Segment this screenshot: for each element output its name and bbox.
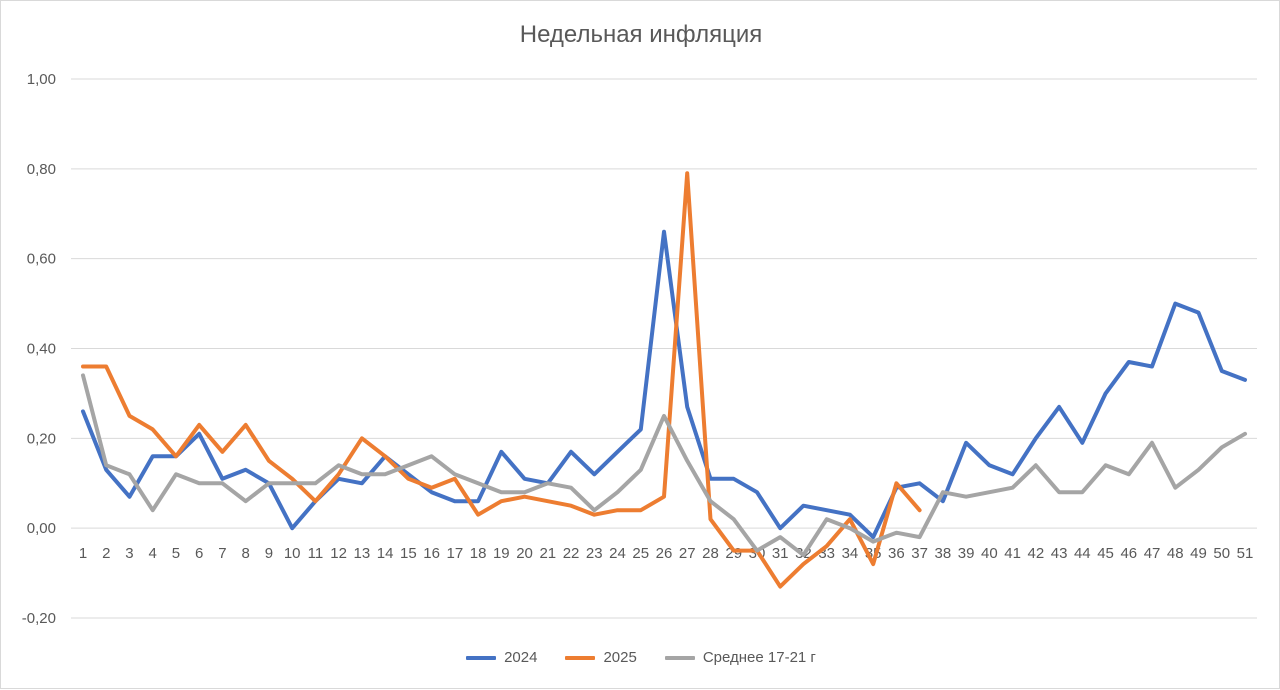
x-tick-label: 18: [470, 545, 487, 562]
chart-title: Недельная инфляция: [519, 21, 763, 48]
x-tick-label: 44: [1074, 545, 1091, 562]
x-tick-label: 7: [218, 545, 226, 562]
x-axis: 1 2 3 4 5 6 7 8 9 10 11 12 13 14 15 16 17 18 19 20 21 22 23 24 2…: [79, 545, 1254, 562]
x-tick-label: 42: [1027, 545, 1044, 562]
legend-label: Среднее 17-21 г: [702, 649, 816, 666]
y-tick-label: 0,40: [27, 341, 56, 358]
x-tick-label: 9: [265, 545, 273, 562]
x-tick-label: 50: [1213, 545, 1230, 562]
x-tick-label: 16: [423, 545, 440, 562]
x-tick-label: 27: [679, 545, 696, 562]
gridlines: [71, 78, 1257, 619]
y-axis: -0,20 0,00 0,20 0,40 0,60 0,80 1,00: [22, 71, 56, 627]
x-tick-label: 8: [242, 545, 250, 562]
x-tick-label: 34: [842, 545, 859, 562]
x-tick-label: 1: [79, 545, 87, 562]
legend: 2024 2025 Среднее 17-21 г: [1, 649, 1280, 666]
x-tick-label: 4: [149, 545, 157, 562]
x-tick-label: 47: [1144, 545, 1161, 562]
x-tick-label: 15: [400, 545, 417, 562]
y-tick-label: 0,00: [27, 520, 56, 537]
x-tick-label: 38: [935, 545, 952, 562]
x-tick-label: 48: [1167, 545, 1184, 562]
x-tick-label: 21: [539, 545, 556, 562]
x-tick-label: 49: [1190, 545, 1207, 562]
series-lines: [81, 171, 1247, 589]
legend-item: 2024: [466, 649, 537, 666]
x-tick-label: 28: [702, 545, 719, 562]
x-tick-label: 25: [632, 545, 649, 562]
x-tick-label: 31: [772, 545, 789, 562]
x-tick-label: 6: [195, 545, 203, 562]
legend-item: 2025: [565, 649, 637, 666]
x-tick-label: 37: [911, 545, 928, 562]
series-line-3: [81, 373, 1247, 558]
x-tick-label: 24: [609, 545, 626, 562]
x-tick-label: 22: [563, 545, 580, 562]
legend-label: 2024: [504, 649, 538, 666]
y-tick-label: 0,20: [27, 430, 56, 447]
legend-swatch: [664, 655, 695, 660]
legend-swatch: [466, 655, 497, 660]
y-tick-label: 0,60: [27, 251, 56, 268]
x-tick-label: 26: [656, 545, 673, 562]
x-tick-label: 12: [330, 545, 347, 562]
x-tick-label: 17: [446, 545, 463, 562]
x-tick-label: 11: [308, 545, 324, 562]
x-tick-label: 51: [1237, 545, 1254, 562]
x-tick-label: 14: [377, 545, 394, 562]
x-tick-label: 5: [172, 545, 180, 562]
y-tick-label: 0,80: [27, 161, 56, 178]
x-tick-label: 3: [125, 545, 133, 562]
legend-swatch: [565, 655, 596, 660]
x-tick-label: 19: [493, 545, 510, 562]
legend-item: Среднее 17-21 г: [664, 649, 816, 666]
y-tick-label: 1,00: [27, 71, 56, 88]
x-tick-label: 43: [1051, 545, 1068, 562]
x-tick-label: 46: [1120, 545, 1137, 562]
legend-label: 2025: [603, 649, 637, 666]
x-tick-label: 39: [958, 545, 975, 562]
x-tick-label: 36: [888, 545, 905, 562]
x-tick-label: 41: [1004, 545, 1021, 562]
x-tick-label: 45: [1097, 545, 1114, 562]
x-tick-label: 20: [516, 545, 533, 562]
x-tick-label: 40: [981, 545, 998, 562]
x-tick-label: 10: [284, 545, 301, 562]
x-tick-label: 2: [102, 545, 110, 562]
series-line-2: [81, 171, 922, 589]
x-tick-label: 23: [586, 545, 603, 562]
x-tick-label: 13: [354, 545, 371, 562]
series-line-1: [81, 229, 1247, 540]
y-tick-label: -0,20: [22, 610, 56, 627]
